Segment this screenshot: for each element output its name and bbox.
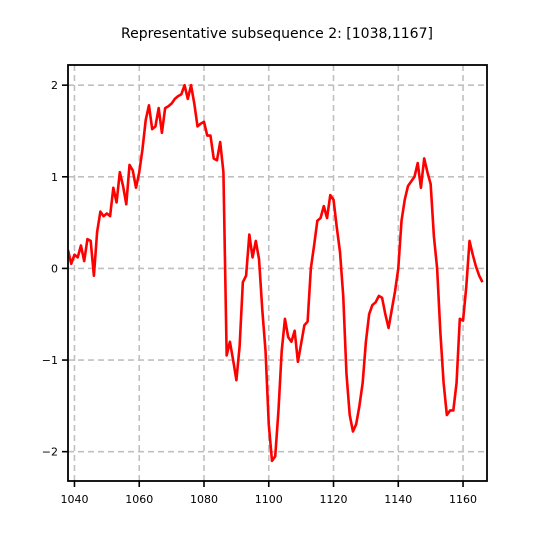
x-tick-label: 1040 bbox=[60, 493, 88, 506]
x-tick-label: 1140 bbox=[384, 493, 412, 506]
y-tick-label: −2 bbox=[42, 446, 58, 459]
y-tick-label: 1 bbox=[51, 171, 58, 184]
x-tick-label: 1080 bbox=[190, 493, 218, 506]
y-tick-label: −1 bbox=[42, 354, 58, 367]
data-line bbox=[68, 83, 484, 463]
y-tick-label: 2 bbox=[51, 79, 58, 92]
x-tick-label: 1120 bbox=[320, 493, 348, 506]
x-tick-label: 1060 bbox=[125, 493, 153, 506]
x-tick-label: 1100 bbox=[255, 493, 283, 506]
plot-frame bbox=[67, 64, 488, 482]
x-tick-label: 1160 bbox=[449, 493, 477, 506]
y-tick-label: 0 bbox=[51, 262, 58, 275]
chart-title: Representative subsequence 2: [1038,1167… bbox=[121, 26, 433, 42]
